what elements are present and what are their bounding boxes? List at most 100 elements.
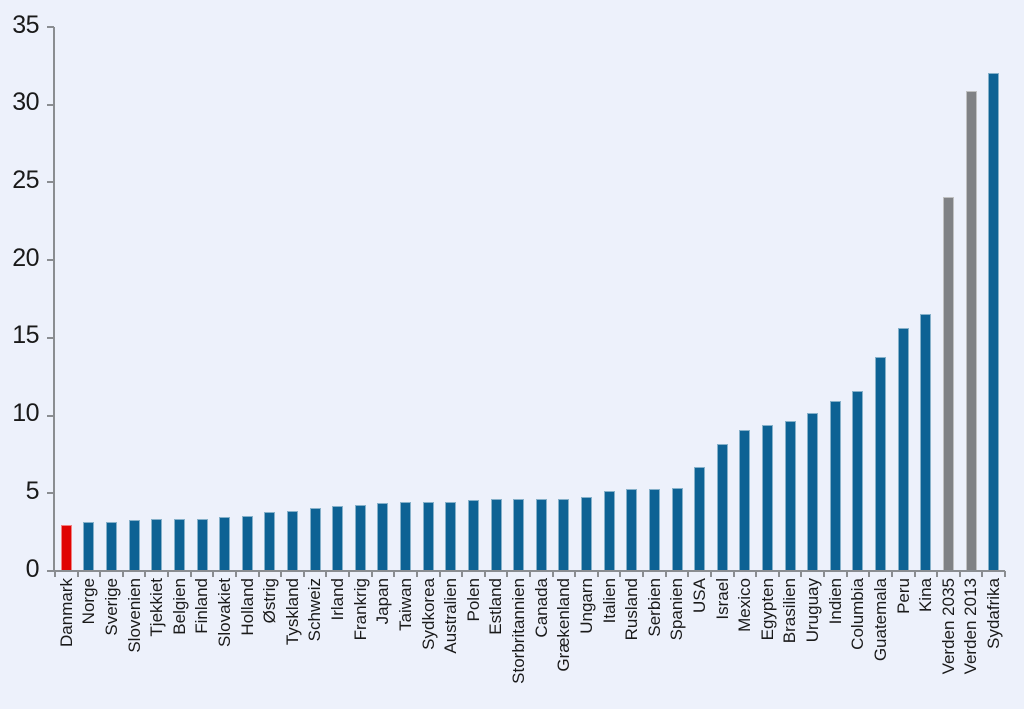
x-axis-label-slot: Israel [711, 578, 734, 709]
bar-australien [445, 501, 457, 570]
y-axis-tick-label: 30 [12, 88, 39, 117]
category-label-canada: Canada [531, 578, 551, 638]
x-axis-tick [529, 571, 531, 577]
y-axis-tick [47, 259, 54, 262]
x-axis-tick [212, 571, 215, 577]
bar-polen [467, 500, 479, 570]
bar-sverige [106, 521, 118, 570]
y-axis-tick-label: 15 [12, 321, 39, 350]
x-axis-tick [415, 571, 418, 577]
y-axis-tick [47, 336, 54, 339]
category-label-tjekkiet: Tjekkiet [147, 578, 167, 637]
category-label-israel: Israel [712, 578, 732, 620]
x-axis-tick [936, 571, 939, 577]
x-axis-tick [687, 571, 690, 577]
bar-storbritannien [513, 498, 525, 570]
x-axis-tick [325, 571, 328, 577]
bar-usa [694, 467, 706, 570]
bar-ungarn [581, 496, 593, 570]
category-label-usa: USA [690, 578, 709, 613]
category-label-japan: Japan [373, 578, 393, 625]
category-label-brasilien: Brasilien [780, 578, 800, 644]
bar-slovakiet [219, 517, 231, 570]
x-axis-label-slot: Frankrig [349, 578, 372, 709]
y-axis-tick-label: 35 [12, 10, 39, 39]
bar-norge [83, 521, 95, 570]
bar-grækenland [558, 498, 570, 570]
x-axis-label-slot: Serbien [643, 578, 666, 709]
bar-tyskland [287, 510, 298, 570]
x-axis-tick [438, 571, 441, 577]
x-axis-tick [54, 571, 56, 577]
x-axis-tick [302, 571, 305, 577]
bar-egypten [762, 425, 773, 570]
category-label-finland: Finland [192, 578, 212, 634]
x-axis-tick [845, 571, 848, 577]
bar-japan [377, 503, 389, 570]
x-axis-tick [958, 571, 961, 577]
category-label-polen: Polen [463, 578, 483, 622]
x-axis-label-slot: Japan [372, 578, 395, 709]
category-label-belgien: Belgien [169, 578, 189, 635]
bar-østrig [264, 512, 276, 570]
bar-uruguay [807, 413, 819, 570]
category-label-mexico: Mexico [735, 578, 755, 632]
x-axis-tick [981, 571, 984, 577]
category-label-spanien: Spanien [667, 578, 687, 641]
x-axis-label-slot: Polen [462, 578, 485, 709]
x-axis-label-slot: Columbia [847, 578, 870, 709]
x-axis-tick [823, 571, 826, 577]
x-axis-label-slot: Ungarn [575, 578, 598, 709]
x-axis-label-slot: Slovakiet [213, 578, 236, 709]
x-axis-tick [664, 571, 667, 577]
x-axis-label-slot: Mexico [734, 578, 757, 709]
category-label-indien: Indien [825, 578, 845, 625]
x-axis-label-slot: Tyskland [281, 578, 304, 709]
category-label-verden-2035: Verden 2035 [938, 578, 958, 675]
x-axis-tick [755, 571, 758, 577]
x-axis-tick [800, 571, 803, 577]
bar-indien [829, 400, 841, 570]
x-axis-label-slot: Australien [440, 578, 463, 709]
x-axis-label-slot: Irland [326, 578, 349, 709]
x-axis-tick [257, 571, 260, 577]
category-label-peru: Peru [893, 578, 913, 614]
x-axis-label-slot: Holland [236, 578, 259, 709]
category-label-guatemala: Guatemala [870, 578, 890, 662]
bar-spanien [671, 487, 683, 570]
bar-schweiz [309, 507, 321, 570]
y-axis-tick [47, 103, 54, 106]
category-label-serbien: Serbien [644, 578, 664, 637]
y-axis-tick [47, 26, 54, 28]
x-axis-label-slot: USA [688, 578, 711, 709]
bar-peru [897, 327, 909, 570]
bar-slovenien [128, 520, 140, 570]
bar-sydkorea [422, 501, 434, 570]
x-axis-label-slot: Sverige [100, 578, 123, 709]
x-axis-tick [167, 571, 170, 577]
x-axis-label-slot: Indien [824, 578, 847, 709]
bar-taiwan [400, 501, 412, 570]
bar-tjekkiet [151, 518, 163, 570]
bar-serbien [648, 489, 660, 570]
category-label-schweiz: Schweiz [305, 578, 325, 642]
x-axis-label-slot: Brasilien [779, 578, 802, 709]
bar-verden-2013 [965, 91, 977, 570]
x-axis-tick [393, 571, 396, 577]
category-label-italien: Italien [599, 578, 619, 624]
bar-kina [920, 313, 932, 570]
bar-guatemala [875, 357, 887, 570]
category-label-estland: Estland [486, 578, 506, 635]
x-axis-tick [574, 571, 577, 577]
bar-finland [196, 518, 208, 570]
bar-canada [535, 498, 547, 570]
x-axis-tick [1004, 571, 1006, 577]
x-axis-label-slot: Verden 2035 [937, 578, 960, 709]
category-label-columbia: Columbia [848, 578, 868, 650]
category-label-slovenien: Slovenien [124, 578, 144, 653]
x-axis-tick [189, 571, 192, 577]
x-axis-label-slot: Storbritannien [507, 578, 530, 709]
category-label-frankrig: Frankrig [350, 578, 370, 641]
bar-italien [603, 490, 615, 570]
category-label-storbritannien: Storbritannien [509, 578, 529, 684]
